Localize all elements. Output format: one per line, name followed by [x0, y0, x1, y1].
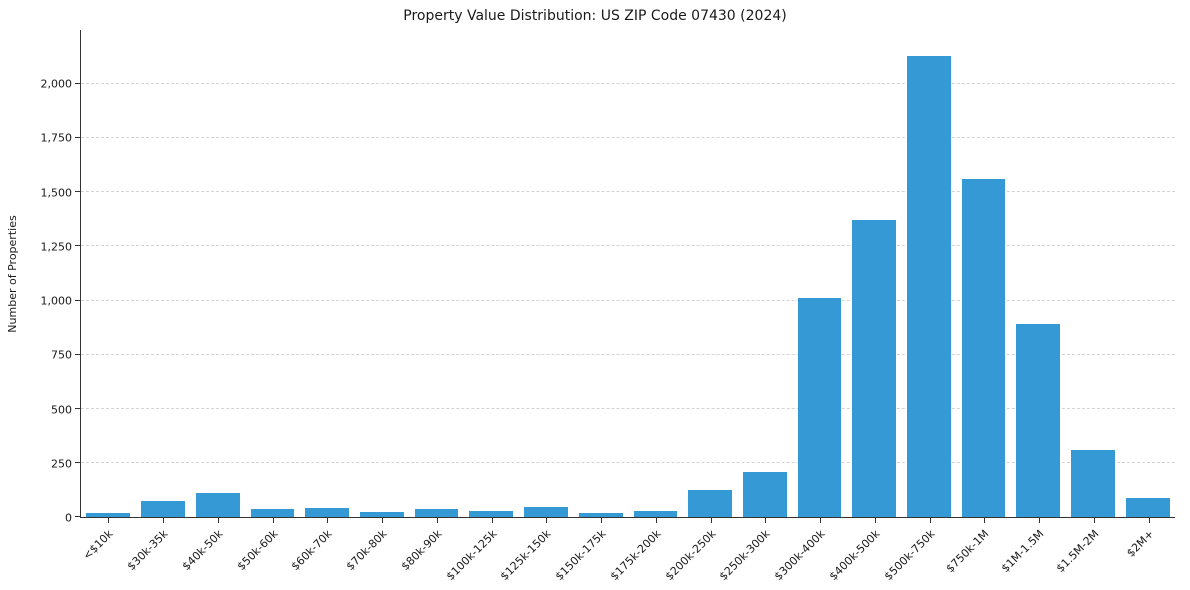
x-tick-mark	[929, 517, 931, 523]
plot-area	[75, 30, 1175, 523]
bar-slot	[737, 30, 792, 517]
bar-slot	[902, 30, 957, 517]
x-tick-mark	[217, 517, 219, 523]
y-tick-mark	[75, 516, 81, 517]
x-axis-tick-labels: <$10k $30k-35k $40k-50k $50k-60k $60k-70k $70…	[80, 520, 1175, 590]
bar-slot	[136, 30, 191, 517]
x-tick-mark	[436, 517, 438, 523]
bar	[797, 298, 842, 517]
bar-slot	[519, 30, 574, 517]
y-tick-label: 250	[51, 457, 72, 471]
bar	[524, 507, 568, 517]
x-tick-label: <$10k	[80, 527, 116, 563]
x-tick-mark	[327, 517, 329, 523]
bar-slot	[355, 30, 410, 517]
bar	[195, 493, 240, 517]
x-tick-mark	[601, 517, 603, 523]
y-tick-mark	[75, 245, 81, 247]
bar-slot	[1011, 30, 1066, 517]
bar	[1125, 497, 1170, 517]
y-tick-mark	[75, 461, 81, 463]
bar-series	[81, 30, 1175, 517]
x-tick-mark	[1039, 517, 1041, 523]
y-tick-label: 2,000	[40, 77, 73, 91]
x-tick-mark	[1148, 517, 1150, 523]
bar	[1071, 449, 1115, 517]
bar-slot	[464, 30, 519, 517]
x-tick-mark	[272, 517, 274, 523]
bar-slot	[683, 30, 738, 517]
bar	[86, 512, 131, 517]
y-tick-label: 0	[65, 511, 72, 525]
bar-slot	[956, 30, 1011, 517]
x-tick-mark	[491, 517, 493, 523]
gridline	[81, 353, 1175, 355]
bar-slot	[573, 30, 628, 517]
bar	[852, 220, 897, 517]
bar-slot	[245, 30, 300, 517]
x-tick-mark	[984, 517, 986, 523]
y-axis-tick-labels: 0 250 500 750 1,000 1,250 1,500 1,750 2,000	[0, 30, 73, 524]
bar-slot	[190, 30, 245, 517]
y-tick-mark	[75, 407, 81, 409]
x-tick-mark	[820, 517, 822, 523]
y-tick-mark	[75, 191, 81, 193]
bar-slot	[1066, 30, 1121, 517]
x-tick-mark	[163, 517, 165, 523]
bar	[633, 510, 678, 517]
gridline	[81, 299, 1175, 301]
bar-slot	[300, 30, 355, 517]
bar-slot	[81, 30, 136, 517]
x-tick-mark	[710, 517, 712, 523]
gridline	[81, 191, 1175, 193]
y-tick-mark	[75, 353, 81, 355]
y-tick-mark	[75, 299, 81, 301]
chart-title: Property Value Distribution: US ZIP Code…	[403, 8, 787, 24]
y-tick-label: 1,500	[40, 186, 73, 200]
bar	[359, 511, 404, 517]
bar	[688, 489, 732, 517]
y-tick-mark	[75, 83, 81, 85]
bar-slot	[409, 30, 464, 517]
bar-slot	[847, 30, 902, 517]
gridline	[81, 137, 1175, 139]
bar	[141, 500, 185, 517]
y-tick-label: 1,250	[40, 240, 73, 254]
x-tick-mark	[108, 517, 110, 523]
bar-slot	[628, 30, 683, 517]
y-tick-mark	[75, 137, 81, 139]
y-tick-label: 1,750	[40, 131, 73, 145]
bar	[414, 509, 459, 517]
bar	[961, 179, 1006, 517]
x-tick-mark	[1093, 517, 1095, 523]
y-tick-label: 750	[51, 348, 72, 362]
bar	[469, 510, 514, 517]
gridline	[81, 407, 1175, 409]
gridline	[81, 83, 1175, 85]
bar	[578, 512, 623, 517]
y-tick-label: 500	[51, 403, 72, 417]
x-tick-mark	[382, 517, 384, 523]
y-tick-label: 1,000	[40, 294, 73, 308]
x-tick-mark	[765, 517, 767, 523]
bar	[1016, 324, 1061, 517]
bar	[742, 471, 787, 517]
gridline	[81, 461, 1175, 463]
x-tick-mark	[655, 517, 657, 523]
bar	[305, 508, 350, 517]
x-tick-mark	[546, 517, 548, 523]
bar	[250, 509, 295, 517]
bar-slot	[1120, 30, 1175, 517]
gridline	[81, 245, 1175, 247]
bar	[907, 55, 951, 517]
bar-slot	[792, 30, 847, 517]
x-tick-mark	[874, 517, 876, 523]
